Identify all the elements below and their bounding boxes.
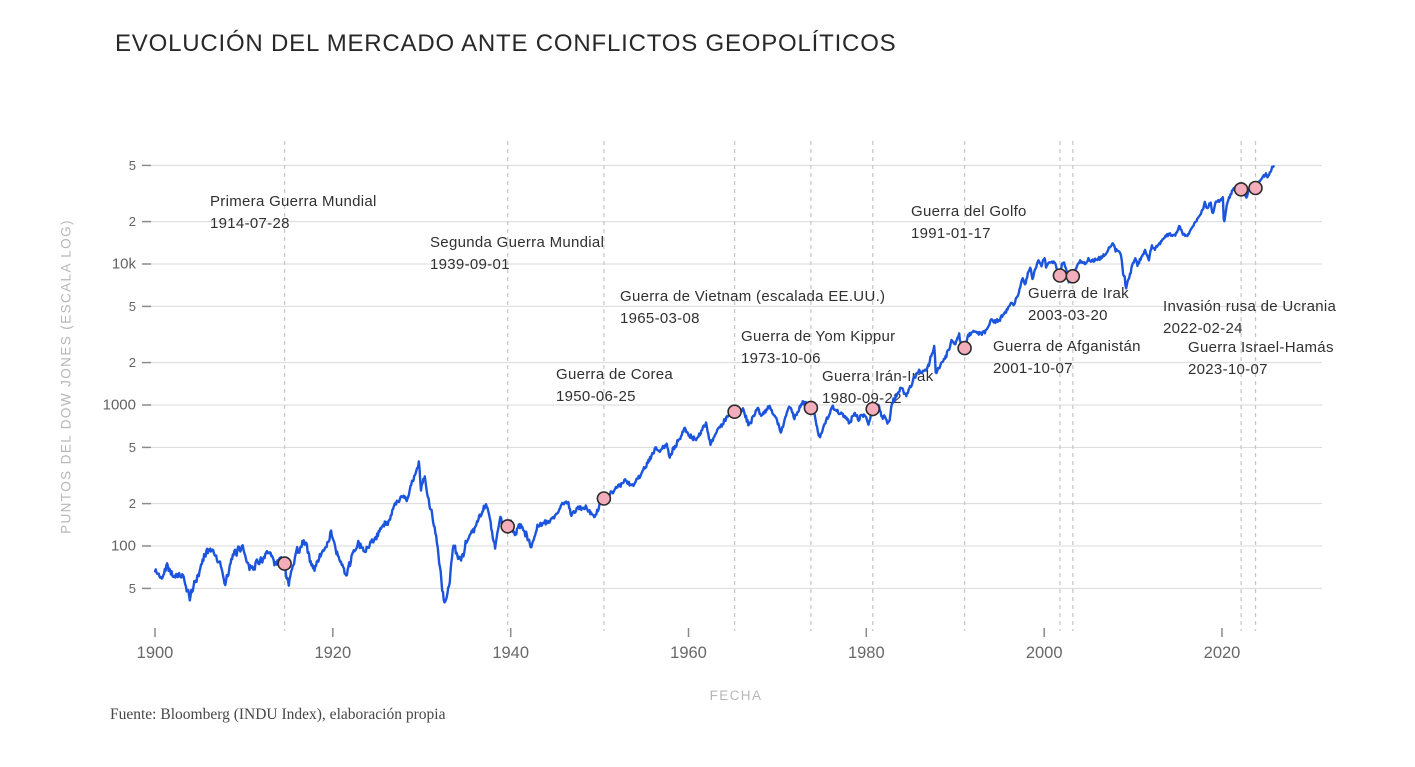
event-date: 1973-10-06 [741,350,821,367]
event-name: Invasión rusa de Ucrania [1163,298,1337,315]
x-tick-label: 1980 [848,644,885,662]
event-date: 1950-06-25 [556,388,636,405]
event-marker [1052,268,1068,283]
x-tick-label: 1960 [670,644,707,662]
event-marker [727,404,742,420]
event-name: Guerra del Golfo [911,203,1027,220]
event-annotation: Guerra Irán-Irak 1980-09-22 [822,366,934,410]
event-annotation: Invasión rusa de Ucrania 2022-02-24 [1163,296,1336,340]
event-name: Guerra de Vietnam (escalada EE.UU.) [620,288,886,305]
event-name: Guerra de Corea [556,366,674,383]
y-tick-label: 2 [129,355,136,370]
event-annotation: Guerra de Irak 2003-03-20 [1028,283,1129,327]
event-name: Guerra de Yom Kippur [741,328,896,345]
event-annotation: Segunda Guerra Mundial 1939-09-01 [430,232,604,276]
event-marker [500,519,516,534]
x-axis-title: FECHA [709,688,763,703]
y-tick-label: 5 [129,581,136,596]
event-name: Primera Guerra Mundial [210,193,377,210]
x-tick-label: 1940 [492,644,529,662]
y-tick-label: 2 [129,496,136,511]
y-tick-label: 2 [129,214,136,229]
x-tick-label: 2000 [1026,644,1063,662]
event-date: 1965-03-08 [620,310,700,327]
y-tick-label: 5 [129,299,136,314]
chart-title: EVOLUCIÓN DEL MERCADO ANTE CONFLICTOS GE… [115,30,897,57]
dow-jones-line [153,165,1275,604]
event-date: 2003-03-20 [1028,307,1108,324]
event-date: 2023-10-07 [1188,361,1268,378]
event-annotation: Guerra de Yom Kippur 1973-10-06 [741,326,895,370]
event-annotation: Primera Guerra Mundial 1914-07-28 [210,191,377,235]
x-tick-label: 1920 [314,644,351,662]
event-marker [596,491,612,506]
y-tick-label: 5 [129,158,136,173]
y-axis-title: PUNTOS DEL DOW JONES (ESCALA LOG) [58,219,74,534]
event-date: 1991-01-17 [911,225,991,242]
event-date: 1939-09-01 [430,256,510,273]
y-tick-label: 10k [112,256,137,273]
event-annotation: Guerra del Golfo 1991-01-17 [911,201,1027,245]
event-annotation: Guerra de Afganistán 2001-10-07 [993,336,1141,380]
event-date: 1914-07-28 [210,215,290,232]
source-note: Fuente: Bloomberg (INDU Index), elaborac… [110,706,446,723]
y-tick-label: 5 [129,440,136,455]
event-marker [865,401,881,417]
event-annotation: Guerra de Corea 1950-06-25 [556,364,673,408]
event-annotation: Guerra Israel-Hamás 2023-10-07 [1188,337,1334,381]
event-marker [1065,268,1081,284]
event-marker [277,556,292,571]
y-tick-label: 1000 [103,397,136,414]
x-tick-label: 1900 [137,644,174,662]
event-marker [957,340,972,356]
event-name: Segunda Guerra Mundial [430,234,605,251]
event-marker [1233,182,1249,197]
event-marker [1248,180,1263,196]
event-date: 2001-10-07 [993,360,1073,377]
event-name: Guerra Israel-Hamás [1188,339,1334,356]
y-tick-label: 100 [111,538,136,555]
event-name: Guerra de Irak [1028,285,1129,302]
x-tick-label: 2020 [1204,644,1241,662]
event-date: 1980-09-22 [822,390,902,407]
event-name: Guerra Irán-Irak [822,368,934,385]
event-date: 2022-02-24 [1163,320,1243,337]
event-marker [803,400,819,416]
event-name: Guerra de Afganistán [993,338,1141,355]
event-annotation: Guerra de Vietnam (escalada EE.UU.) 1965-… [620,286,885,330]
